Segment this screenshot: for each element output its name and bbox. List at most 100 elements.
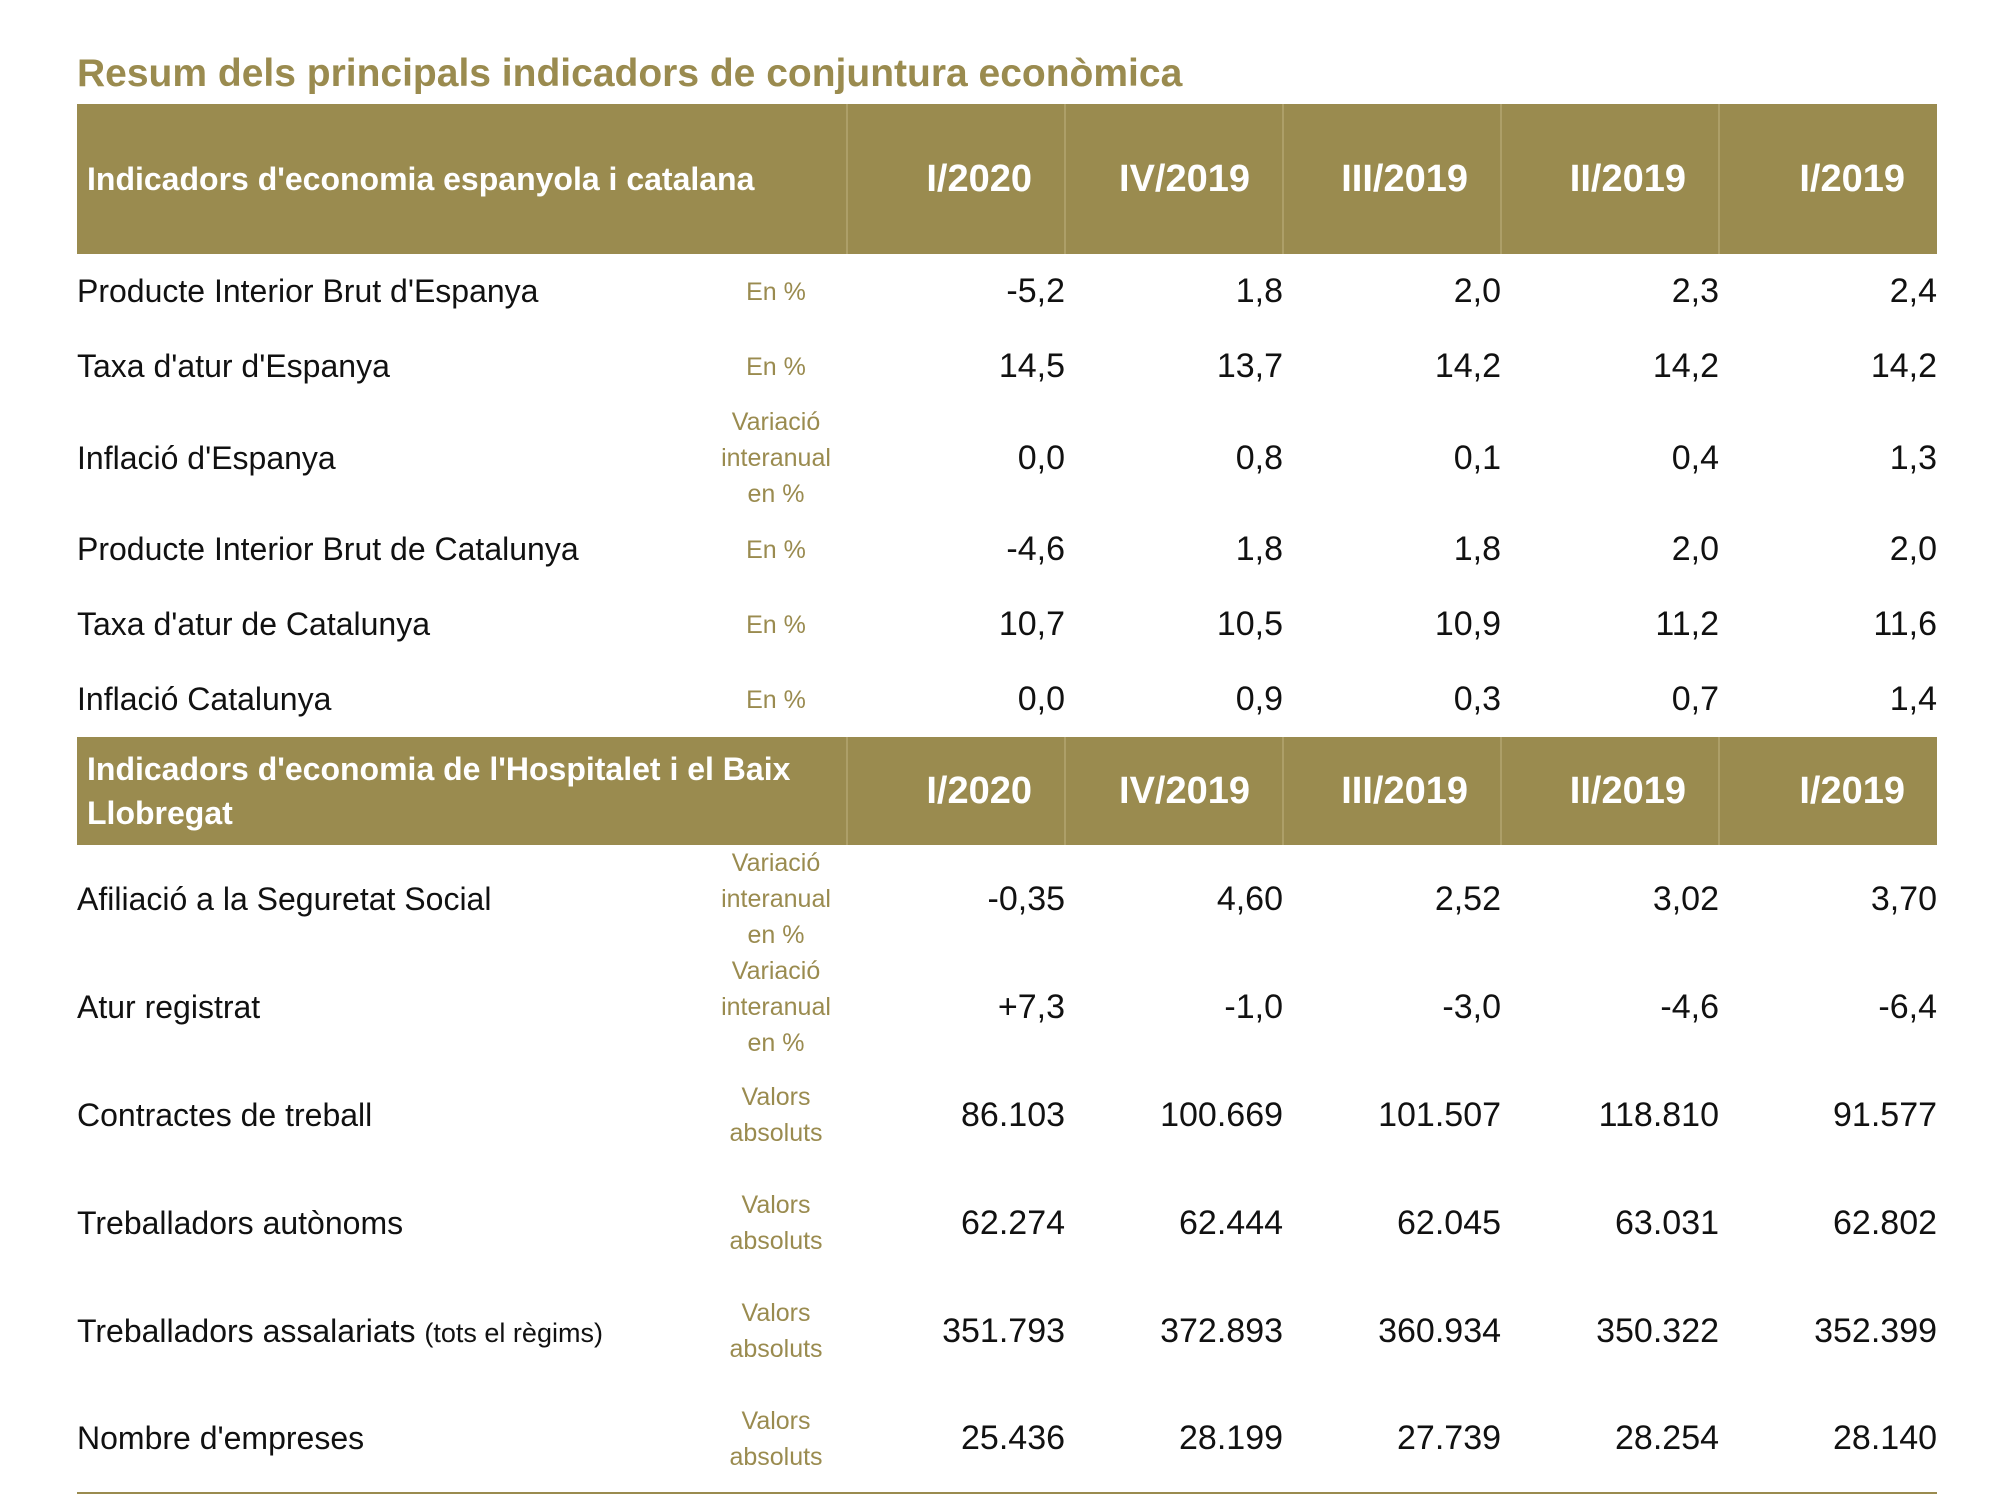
value-cell: 2,3 [1671,272,1720,310]
value-cell: 28.254 [1615,1419,1720,1457]
value-cell: 91.577 [1833,1095,1938,1134]
indicator-name: Treballadors assalariats [77,1312,416,1349]
value-cell: 0,0 [1017,680,1066,718]
indicator-name: Treballadors autònoms [77,1204,404,1241]
unit-label: Valors absoluts [729,1406,823,1471]
value-cell: -0,35 [987,879,1066,918]
value-cell: 25.436 [961,1419,1066,1457]
value-cell: 86.103 [961,1095,1066,1134]
value-cell: 62.274 [961,1203,1066,1242]
value-cell: 10,7 [998,605,1066,643]
table-row: Inflació d'Espanya Variació interanual en… [77,404,1937,512]
value-cell: 0,1 [1453,438,1502,477]
value-cell: 13,7 [1216,347,1284,385]
value-cell: 14,2 [1652,347,1720,385]
value-cell: 100.669 [1160,1095,1284,1134]
indicator-name: Producte Interior Brut de Catalunya [77,531,579,567]
value-cell: 14,2 [1870,347,1938,385]
value-cell: 62.802 [1833,1203,1938,1242]
period-header: III/2019 [1282,104,1502,254]
indicator-name: Nombre d'empreses [77,1420,365,1456]
table-row: Producte Interior Brut de Catalunya En % -… [77,512,1937,587]
period-header: I/2020 [846,737,1066,845]
table-row: Taxa d'atur de Catalunya En % 10,7 10,5 10,9… [77,587,1937,662]
value-cell: 360.934 [1378,1311,1502,1350]
value-cell: 352.399 [1814,1311,1938,1350]
value-cell: 10,5 [1216,605,1284,643]
value-cell: 28.140 [1833,1419,1938,1457]
period-header: I/2019 [1718,104,1938,254]
period-header: I/2020 [846,104,1066,254]
indicator-label: Taxa d'atur de Catalunya [77,587,705,662]
value-cell: 0,4 [1671,438,1720,477]
value-cell: 372.893 [1160,1311,1284,1350]
value-cell: 10,9 [1434,605,1502,643]
value-cell: +7,3 [997,987,1066,1026]
value-cell: 63.031 [1615,1203,1720,1242]
value-cell: 11,6 [1873,605,1938,643]
table-row: Treballadors assalariats (tots el règims… [77,1277,1937,1385]
indicator-label: Treballadors assalariats (tots el règims… [77,1277,705,1385]
unit-label: Variació interanual en % [721,957,831,1057]
value-cell: 350.322 [1596,1311,1720,1350]
value-cell: 2,0 [1453,272,1502,310]
value-cell: -4,6 [1006,530,1066,568]
indicator-name: Inflació Catalunya [77,681,332,717]
indicator-name: Inflació d'Espanya [77,439,336,476]
table-row: Contractes de treball Valors absoluts 86.1… [77,1061,1937,1169]
table-row: Treballadors autònoms Valors absoluts 62.2… [77,1169,1937,1277]
table-row: Nombre d'empreses Valors absoluts 25.436 28… [77,1385,1937,1493]
indicators-table: Indicadors d'economia espanyola i catala… [77,104,1938,1494]
table-row: Inflació Catalunya En % 0,0 0,9 0,3 0,7 1,4 [77,662,1937,737]
section-header-row: Indicadors d'economia espanyola i catala… [77,104,1938,254]
value-cell: -4,6 [1660,987,1720,1026]
value-cell: 118.810 [1598,1095,1720,1134]
period-header: IV/2019 [1064,737,1284,845]
unit-label: Valors absoluts [729,1191,823,1255]
value-cell: 2,4 [1889,272,1938,310]
value-cell: 1,4 [1889,680,1938,718]
unit-label: Valors absoluts [729,1083,823,1147]
section-title: Indicadors d'economia espanyola i catala… [77,104,848,254]
period-header: II/2019 [1500,104,1720,254]
value-cell: 0,3 [1453,680,1502,718]
value-cell: 62.045 [1397,1203,1502,1242]
value-cell: -6,4 [1878,987,1938,1026]
value-cell: 101.507 [1378,1095,1502,1134]
unit-label: En % [746,277,806,306]
indicator-name: Atur registrat [77,988,261,1025]
indicator-label: Treballadors autònoms [77,1169,705,1277]
value-cell: 0,0 [1017,438,1066,477]
unit-label: En % [746,685,806,714]
value-cell: 14,2 [1434,347,1502,385]
indicator-label: Producte Interior Brut d'Espanya [77,254,705,329]
table-row: Taxa d'atur d'Espanya En % 14,5 13,7 14,2 14,… [77,329,1937,404]
table-row: Atur registrat Variació interanual en % +7… [77,953,1937,1061]
value-cell: 2,0 [1671,530,1720,568]
value-cell: -5,2 [1006,272,1066,310]
indicator-label: Contractes de treball [77,1061,705,1169]
unit-label: En % [746,352,806,381]
period-header: IV/2019 [1064,104,1284,254]
value-cell: 27.739 [1397,1419,1502,1457]
value-cell: 11,2 [1655,605,1720,643]
indicator-name: Taxa d'atur d'Espanya [77,348,390,384]
value-cell: 1,8 [1235,272,1284,310]
indicator-label: Taxa d'atur d'Espanya [77,329,705,404]
value-cell: 3,70 [1870,879,1938,918]
indicator-label: Nombre d'empreses [77,1385,705,1493]
value-cell: 0,9 [1235,680,1284,718]
value-cell: 0,7 [1671,680,1720,718]
value-cell: 0,8 [1235,438,1284,477]
unit-label: En % [746,610,806,639]
value-cell: 2,52 [1434,879,1502,918]
indicator-label: Inflació Catalunya [77,662,705,737]
value-cell: 62.444 [1179,1203,1284,1242]
indicator-label: Producte Interior Brut de Catalunya [77,512,705,587]
value-cell: 1,3 [1889,438,1938,477]
value-cell: 14,5 [998,347,1066,385]
value-cell: 28.199 [1179,1419,1284,1457]
value-cell: 1,8 [1453,530,1502,568]
indicator-name: Contractes de treball [77,1096,373,1133]
table-row: Afiliació a la Seguretat Social Variació … [77,845,1937,953]
